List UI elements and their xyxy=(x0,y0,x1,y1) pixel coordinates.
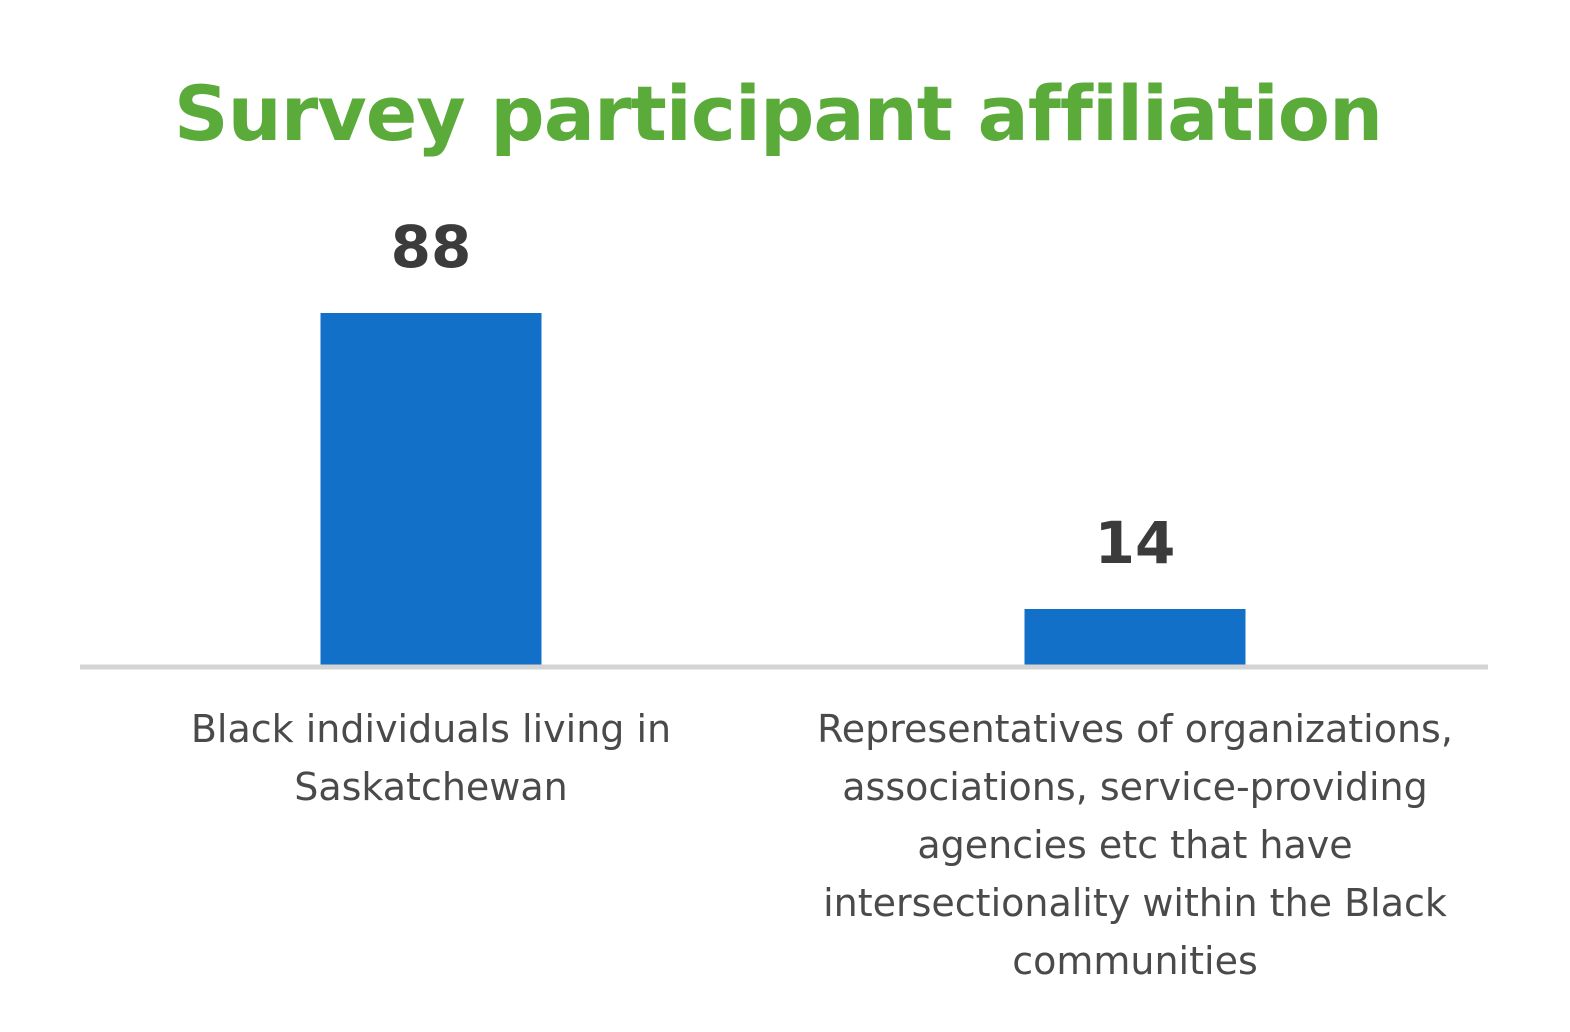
chart-title: Survey participant affiliation xyxy=(174,69,1382,158)
category-label-line: Saskatchewan xyxy=(294,765,568,809)
bar-2 xyxy=(1024,609,1246,665)
category-label-line: Black individuals living in xyxy=(191,707,671,751)
data-label-1: 88 xyxy=(391,213,472,281)
category-label-line: agencies etc that have xyxy=(917,823,1352,867)
category-label-line: communities xyxy=(1012,939,1258,983)
category-label-1: Black individuals living in Saskatchewan xyxy=(191,707,671,809)
data-labels-layer: 88 14 xyxy=(391,213,1176,577)
data-label-2: 14 xyxy=(1095,509,1176,577)
category-label-line: intersectionality within the Black xyxy=(823,881,1447,925)
category-label-line: Representatives of organizations, xyxy=(817,707,1453,751)
category-labels-layer: Black individuals living in Saskatchewan R… xyxy=(191,707,1453,983)
category-label-line: associations, service-providing xyxy=(842,765,1428,809)
bar-1 xyxy=(320,313,542,665)
category-label-2: Representatives of organizations, associa… xyxy=(817,707,1453,983)
bars-layer xyxy=(320,313,1246,665)
